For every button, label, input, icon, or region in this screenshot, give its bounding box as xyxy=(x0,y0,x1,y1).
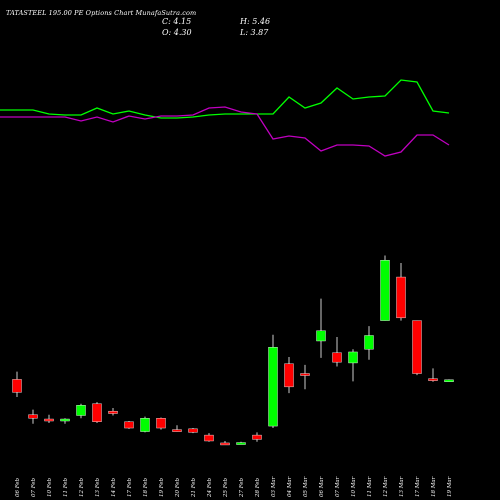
x-tick-label: 13 Mar xyxy=(399,476,405,497)
candle-up xyxy=(60,418,70,422)
candle-down xyxy=(12,379,22,393)
candle-up xyxy=(76,405,86,416)
candle-down xyxy=(428,378,438,381)
x-tick-label: 12 Mar xyxy=(383,476,389,497)
x-tick-label: 14 Feb xyxy=(111,477,117,497)
x-tick-label: 27 Feb xyxy=(239,477,245,498)
candle-down xyxy=(396,276,406,319)
green-indicator-line xyxy=(0,79,450,119)
candle-down xyxy=(332,352,342,363)
indicator-lines xyxy=(0,79,450,157)
candle-down xyxy=(172,429,182,432)
candle-down xyxy=(284,363,294,388)
x-tick-label: 06 Feb xyxy=(15,477,21,497)
candle-down xyxy=(252,434,262,440)
x-tick-label: 11 Mar xyxy=(367,476,373,497)
x-tick-label: 11 Feb xyxy=(63,477,69,497)
candle-down xyxy=(156,418,166,429)
candle-down xyxy=(188,428,198,433)
x-tick-label: 04 Mar xyxy=(287,476,293,497)
candle-down xyxy=(220,442,230,446)
chart-title: TATASTEEL 195.00 PE Options Chart Munafa… xyxy=(6,9,197,17)
low-value: L: 3.87 xyxy=(240,28,269,37)
candle-down xyxy=(204,434,214,442)
magenta-indicator-line xyxy=(0,106,450,157)
x-tick-label: 10 Mar xyxy=(351,476,357,497)
open-value: O: 4.30 xyxy=(162,28,192,37)
x-tick-label: 21 Feb xyxy=(191,477,197,498)
candle-down xyxy=(44,418,54,422)
candle-down xyxy=(300,373,310,376)
x-tick-label: 19 Feb xyxy=(159,477,165,497)
x-tick-label: 17 Mar xyxy=(415,476,421,497)
x-tick-label: 13 Feb xyxy=(95,477,101,497)
candle-down xyxy=(92,403,102,422)
x-tick-label: 10 Feb xyxy=(47,477,53,497)
x-tick-label: 03 Mar xyxy=(271,476,277,497)
high-value: H: 5.46 xyxy=(240,17,271,26)
x-tick-label: 18 Mar xyxy=(431,476,437,497)
candle-down xyxy=(108,410,118,414)
x-axis-labels: 06 Feb 07 Feb 10 Feb 11 Feb 12 Feb 13 Feb 14 F… xyxy=(15,476,453,498)
x-tick-label: 07 Feb xyxy=(31,477,37,497)
close-value: C: 4.15 xyxy=(162,17,192,26)
candles xyxy=(12,255,454,446)
candle-down xyxy=(412,320,422,374)
x-tick-label: 19 Mar xyxy=(447,476,453,497)
x-tick-label: 24 Feb xyxy=(207,477,213,498)
candle-up xyxy=(348,351,358,364)
candle-up xyxy=(140,418,150,432)
x-tick-label: 20 Feb xyxy=(175,477,181,498)
candle-up xyxy=(444,379,454,383)
candle-up xyxy=(236,442,246,445)
x-tick-label: 18 Feb xyxy=(143,477,149,497)
candle-down xyxy=(124,421,134,429)
candle-up xyxy=(364,335,374,350)
candle-up xyxy=(380,259,390,321)
candle-up xyxy=(316,330,326,342)
x-tick-label: 07 Mar xyxy=(335,476,341,497)
x-tick-label: 17 Feb xyxy=(127,477,133,497)
x-tick-label: 05 Mar xyxy=(303,476,309,497)
x-tick-label: 28 Feb xyxy=(255,477,261,498)
candle-up xyxy=(268,347,278,427)
x-tick-label: 25 Feb xyxy=(223,477,229,498)
candle-down xyxy=(28,414,38,419)
x-tick-label: 06 Mar xyxy=(319,476,325,497)
x-tick-label: 12 Feb xyxy=(79,477,85,497)
